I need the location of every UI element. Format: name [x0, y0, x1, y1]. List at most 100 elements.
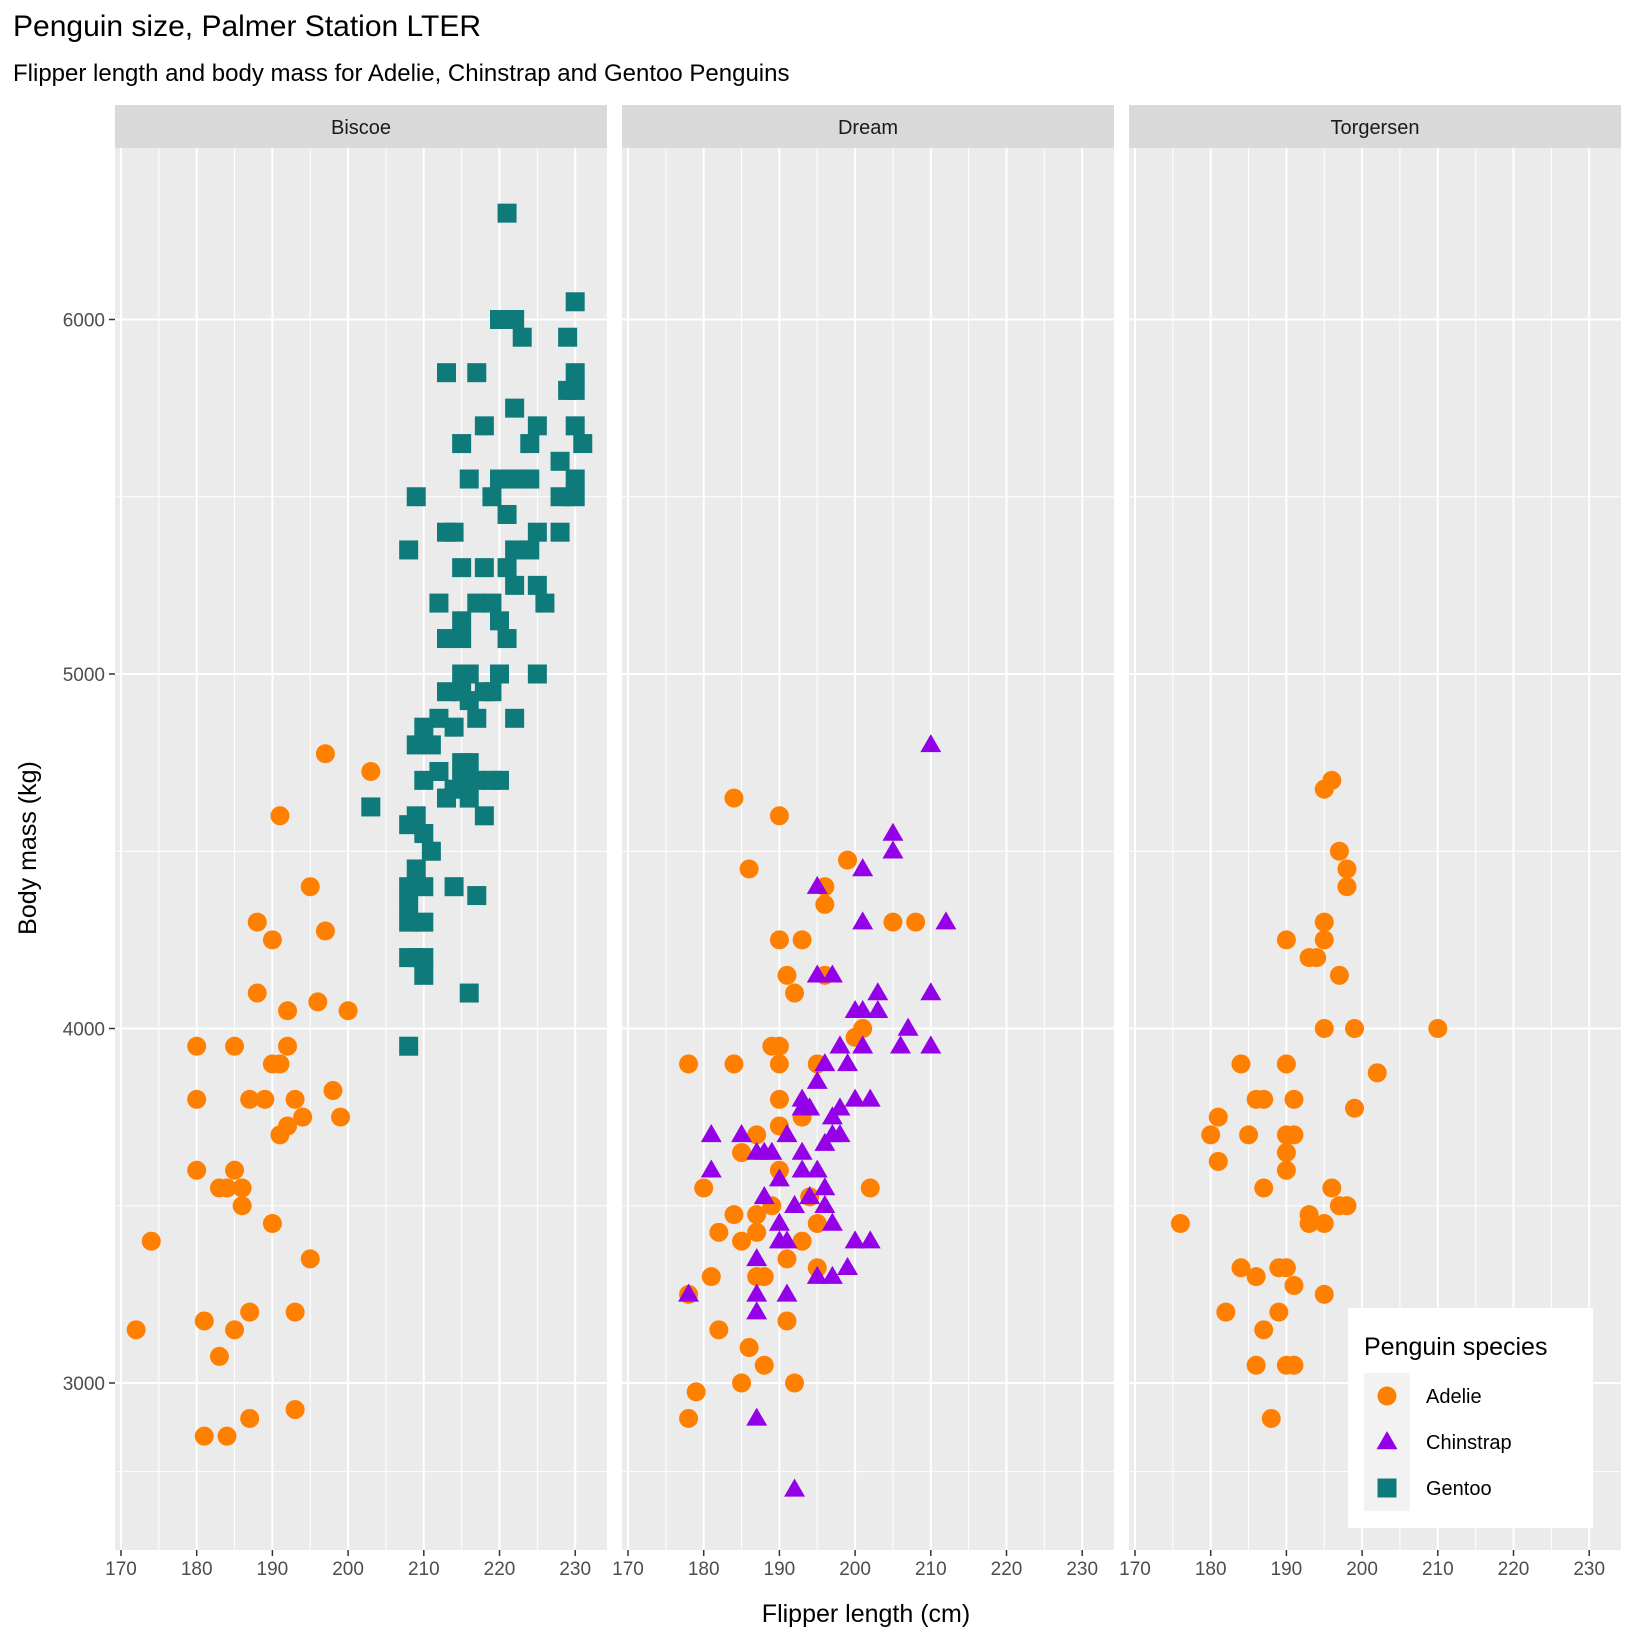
data-point-gentoo	[459, 983, 479, 1003]
data-point-chinstrap	[678, 1283, 700, 1302]
data-point-chinstrap	[821, 1265, 843, 1284]
data-point-gentoo	[437, 629, 457, 649]
data-point-adelie	[187, 1089, 207, 1109]
data-point-gentoo	[414, 770, 434, 790]
data-point-adelie	[300, 1249, 320, 1269]
legend-label: Chinstrap	[1426, 1432, 1512, 1454]
data-point-adelie	[724, 788, 744, 808]
data-point-adelie	[1254, 1089, 1274, 1109]
data-point-adelie	[285, 1400, 305, 1420]
x-tick-label: 180	[181, 1559, 213, 1580]
data-point-adelie	[1284, 1125, 1304, 1145]
data-point-adelie	[709, 1222, 729, 1242]
data-point-gentoo	[452, 629, 472, 649]
data-point-adelie	[1337, 877, 1357, 897]
facet-panel-dream: Dream 170 180 190 200 210 220 230	[612, 105, 1114, 1580]
data-point-adelie	[1239, 1125, 1259, 1145]
data-point-adelie	[1329, 965, 1349, 985]
data-point-chinstrap	[784, 1194, 806, 1213]
y-axis: 3000 4000 5000 6000	[63, 311, 115, 1395]
data-point-adelie	[785, 1373, 805, 1393]
data-point-chinstrap	[920, 982, 942, 1001]
data-point-chinstrap	[882, 840, 904, 859]
chart-title: Penguin size, Palmer Station LTER	[13, 10, 481, 43]
data-point-adelie	[1254, 1178, 1274, 1198]
data-point-gentoo	[490, 664, 509, 684]
data-point-adelie	[187, 1160, 207, 1180]
data-point-chinstrap	[852, 999, 874, 1018]
data-point-chinstrap	[776, 1283, 798, 1302]
data-point-adelie	[1345, 1019, 1365, 1038]
data-point-adelie	[217, 1178, 237, 1198]
data-point-chinstrap	[890, 1035, 911, 1054]
data-point-adelie	[777, 965, 797, 985]
data-point-adelie	[732, 1143, 752, 1163]
data-point-chinstrap	[844, 1230, 866, 1249]
data-point-gentoo	[482, 593, 502, 613]
data-point-gentoo	[482, 682, 502, 702]
data-point-gentoo	[414, 877, 434, 897]
x-tick-label: 170	[105, 1559, 137, 1580]
data-point-gentoo	[414, 912, 434, 932]
data-point-adelie	[792, 930, 812, 950]
x-tick-label: 210	[915, 1559, 947, 1580]
data-point-adelie	[1254, 1320, 1274, 1340]
data-point-chinstrap	[799, 1186, 821, 1205]
data-point-adelie	[278, 1116, 298, 1136]
legend-item-adelie: Adelie	[1364, 1373, 1482, 1419]
data-point-adelie	[323, 1081, 343, 1101]
data-point-gentoo	[406, 487, 426, 507]
data-point-gentoo	[550, 522, 570, 542]
data-point-gentoo	[505, 575, 525, 595]
data-point-chinstrap	[806, 1159, 828, 1178]
data-point-adelie	[769, 1054, 789, 1074]
data-point-adelie	[1314, 1213, 1334, 1233]
data-point-gentoo	[361, 797, 381, 817]
data-point-gentoo	[527, 664, 547, 684]
data-point-chinstrap	[753, 1186, 775, 1205]
data-point-gentoo	[565, 469, 585, 489]
data-point-gentoo	[459, 664, 479, 684]
data-point-chinstrap	[829, 1097, 851, 1116]
data-point-chinstrap	[829, 1124, 851, 1143]
data-point-adelie	[278, 1036, 298, 1056]
data-point-chinstrap	[844, 1088, 866, 1107]
data-point-gentoo	[573, 434, 593, 454]
data-point-chinstrap	[799, 1097, 821, 1116]
data-point-chinstrap	[700, 1159, 722, 1178]
data-point-adelie	[883, 912, 903, 932]
data-point-adelie	[769, 1036, 789, 1056]
data-point-chinstrap	[829, 1035, 851, 1054]
data-point-adelie	[1314, 1284, 1334, 1304]
data-point-chinstrap	[806, 1265, 828, 1284]
data-point-adelie	[709, 1320, 729, 1340]
y-axis-title: Body mass (kg)	[14, 761, 42, 935]
data-point-adelie	[262, 1213, 282, 1233]
facet-strip-dream	[622, 105, 1114, 148]
data-point-gentoo	[527, 522, 547, 542]
x-axis-title: Flipper length (cm)	[762, 1600, 970, 1628]
data-point-adelie	[792, 1231, 812, 1251]
data-point-adelie	[838, 850, 858, 870]
data-point-adelie	[247, 983, 267, 1003]
data-point-gentoo	[399, 1036, 419, 1056]
facet-strip-torgersen	[1129, 105, 1621, 148]
x-tick-label: 190	[257, 1559, 289, 1580]
data-point-adelie	[126, 1320, 146, 1340]
data-point-chinstrap	[814, 1194, 836, 1213]
data-point-chinstrap	[859, 1088, 881, 1107]
data-point-gentoo	[406, 859, 426, 879]
data-point-gentoo	[459, 691, 479, 711]
data-point-gentoo	[437, 682, 457, 702]
data-point-adelie	[1307, 948, 1327, 968]
data-point-gentoo	[565, 292, 585, 312]
data-point-gentoo	[467, 363, 487, 383]
data-point-adelie	[270, 806, 290, 826]
data-point-gentoo	[520, 434, 540, 454]
data-point-gentoo	[429, 708, 449, 728]
x-tick-label: 180	[1195, 1559, 1227, 1580]
data-point-adelie	[769, 930, 789, 950]
data-point-adelie	[724, 1205, 744, 1225]
data-point-gentoo	[421, 841, 441, 861]
